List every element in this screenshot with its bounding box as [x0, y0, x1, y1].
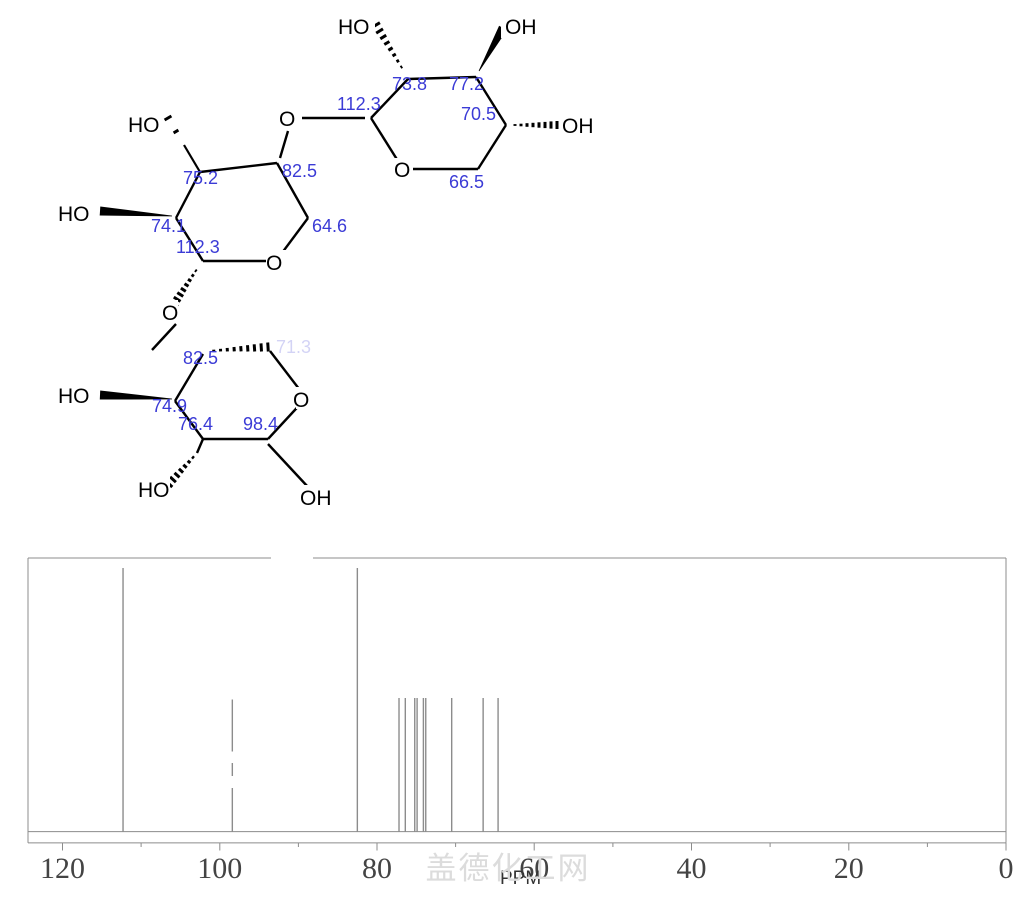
svg-text:0: 0: [999, 852, 1014, 885]
svg-text:盖德化工网: 盖德化工网: [426, 851, 591, 886]
svg-text:100: 100: [197, 852, 242, 885]
svg-text:120: 120: [40, 852, 85, 885]
svg-text:80: 80: [362, 852, 392, 885]
svg-text:20: 20: [834, 852, 864, 885]
svg-text:40: 40: [677, 852, 707, 885]
